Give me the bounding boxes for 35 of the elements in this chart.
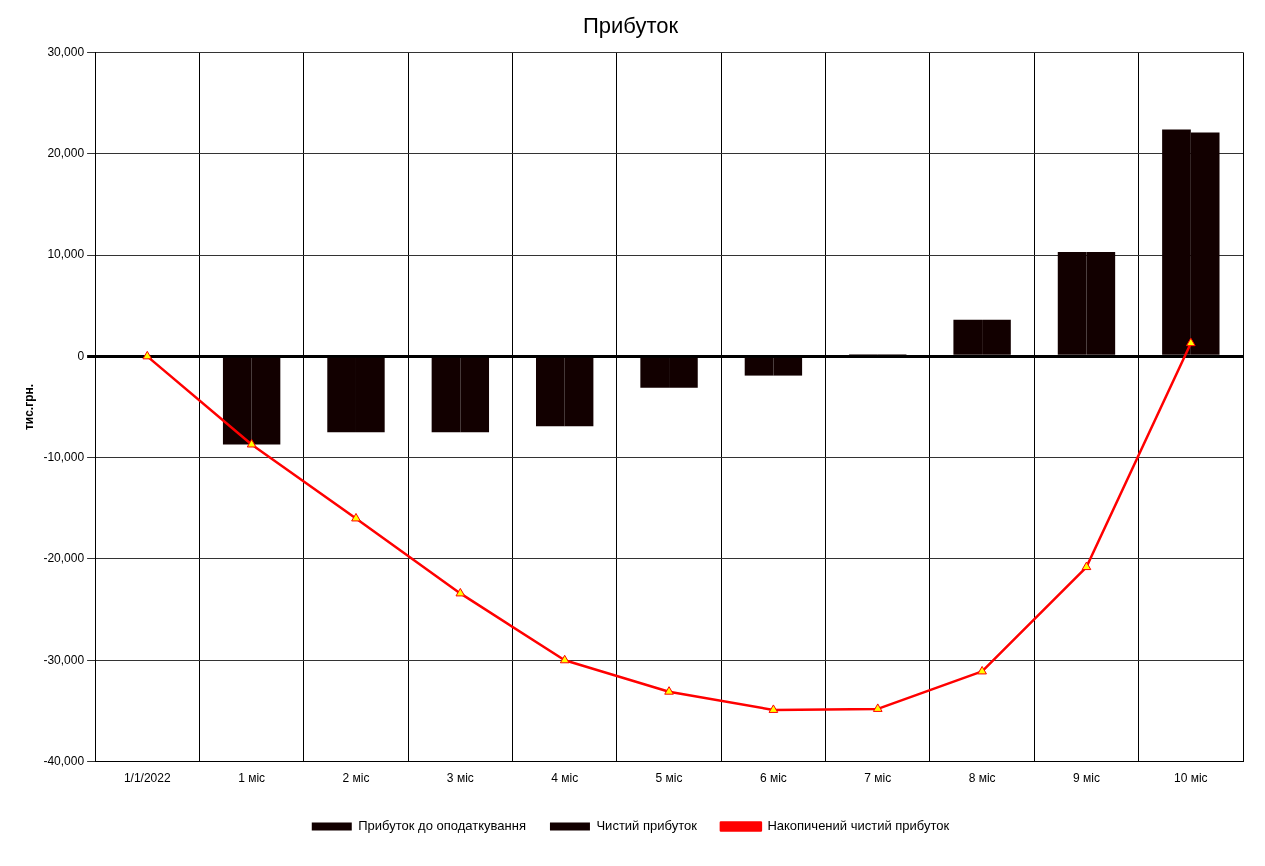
x-tick-label: 10 міс: [1174, 771, 1208, 786]
point: [559, 654, 570, 664]
x-tick-label: 1 міс: [238, 771, 266, 786]
legend-label: Прибуток до оподаткування: [358, 818, 526, 834]
y-tick-label: 20,000: [47, 146, 85, 161]
x-tick-label: 1/1/2022: [123, 771, 171, 786]
y-tick-label: -10,000: [43, 449, 85, 464]
legend-label: Чистий прибуток: [596, 818, 698, 834]
point: [455, 587, 466, 597]
y-tick-label: -40,000: [43, 753, 85, 768]
x-tick-label: 9 міс: [1073, 771, 1100, 786]
point: [977, 665, 987, 675]
point: [664, 686, 674, 695]
point: [768, 704, 779, 713]
x-tick-label: 3 міс: [446, 771, 474, 786]
point: [1081, 561, 1092, 571]
x-tick-label: 7 міс: [864, 771, 892, 786]
y-tick-label: 30,000: [47, 44, 85, 59]
x-tick-label: 6 міс: [759, 771, 787, 786]
y-tick-label: 10,000: [47, 247, 85, 262]
x-tick-label: 5 міс: [655, 771, 683, 786]
point: [872, 703, 883, 712]
point: [142, 350, 153, 360]
y-tick-label: -30,000: [43, 652, 85, 667]
y-axis-title: тис.грн.: [21, 383, 36, 431]
y-tick-label: 0: [77, 348, 85, 363]
point: [351, 512, 361, 522]
y-tick-label: -20,000: [43, 551, 85, 566]
x-tick-label: 8 міс: [968, 771, 996, 786]
x-tick-label: 4 міс: [551, 771, 579, 786]
chart-title: Прибуток: [582, 13, 679, 39]
point: [246, 438, 257, 448]
x-tick-label: 2 міс: [342, 771, 370, 786]
point: [1185, 337, 1196, 347]
legend-label: Накопичений чистий прибуток: [767, 818, 950, 834]
